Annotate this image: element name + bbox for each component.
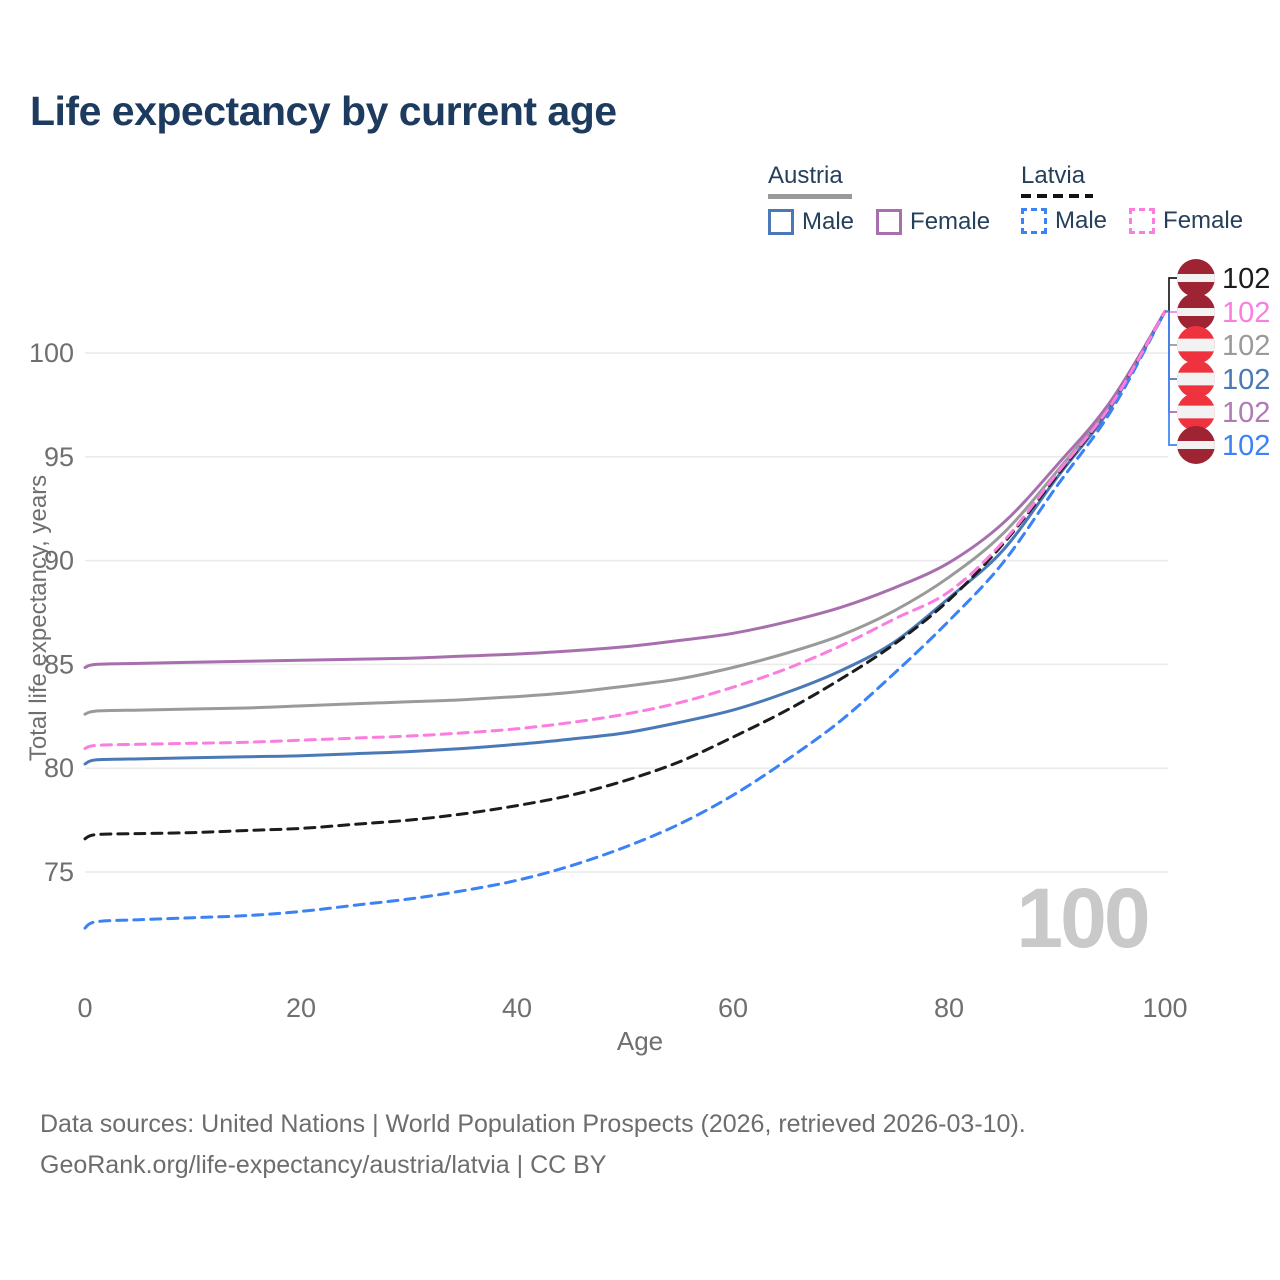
end-value-label-austria-female: 102: [1222, 397, 1270, 429]
y-tick-label: 75: [44, 857, 74, 887]
data-sources-line: Data sources: United Nations | World Pop…: [40, 1110, 1026, 1138]
page-title: Life expectancy by current age: [30, 88, 617, 134]
series-line-latvia-all[interactable]: [83, 310, 1167, 841]
x-tick-label: 80: [934, 993, 964, 1023]
flag-icon-austria: [1177, 326, 1215, 364]
end-value-label-latvia-female: 102: [1222, 297, 1270, 329]
legend-austria-items: Male Female: [768, 208, 1008, 236]
leader-line-austria-female: [1165, 310, 1177, 413]
legend-latvia-items: Male Female: [1021, 207, 1261, 235]
series-line-austria-female[interactable]: [83, 310, 1167, 669]
series-line-austria-all[interactable]: [83, 310, 1167, 716]
y-tick-label: 95: [44, 442, 74, 472]
flag-icon-austria: [1177, 393, 1215, 431]
x-tick-label: 60: [718, 993, 748, 1023]
legend-label-latvia-male: Male: [1055, 207, 1108, 234]
legend-item-austria-male[interactable]: Male: [768, 208, 854, 236]
legend-label-austria-male: Male: [802, 208, 855, 235]
legend-austria-line-sample: [768, 194, 852, 199]
legend-item-latvia-female[interactable]: Female: [1129, 207, 1243, 235]
watermark-age-label: 100: [1016, 871, 1147, 965]
legend-latvia-line-sample: [1021, 194, 1093, 198]
legend-austria-header[interactable]: Austria: [768, 162, 843, 189]
x-tick-label: 100: [1142, 993, 1187, 1023]
legend-item-latvia-male[interactable]: Male: [1021, 207, 1107, 235]
flag-icon-austria: [1177, 360, 1215, 398]
x-tick-label: 20: [286, 993, 316, 1023]
y-axis-title: Total life expectancy, years: [25, 475, 52, 761]
legend-label-austria-female: Female: [910, 208, 991, 235]
flag-icon-latvia: [1177, 293, 1215, 331]
source-footer: Data sources: United Nations | World Pop…: [40, 1104, 1026, 1186]
legend-group-austria: Austria Male Female: [768, 162, 1008, 236]
y-tick-label: 100: [29, 338, 74, 368]
series-line-latvia-male[interactable]: [83, 310, 1167, 930]
legend-latvia-header[interactable]: Latvia: [1021, 162, 1086, 189]
legend-label-latvia-female: Female: [1163, 207, 1244, 234]
legend-item-austria-female[interactable]: Female: [876, 208, 990, 236]
austria-female-swatch-icon: [876, 209, 903, 235]
leader-line-latvia-male: [1165, 310, 1177, 446]
leader-line-austria-all: [1165, 310, 1177, 346]
y-tick-label: 90: [44, 546, 74, 576]
y-tick-label: 80: [44, 753, 74, 783]
leader-line-latvia-all: [1165, 277, 1177, 313]
x-axis-title: Age: [617, 1026, 663, 1056]
latvia-male-swatch-icon: [1021, 208, 1047, 234]
attribution-line: GeoRank.org/life-expectancy/austria/latv…: [40, 1151, 607, 1179]
latvia-female-swatch-icon: [1129, 208, 1156, 234]
end-value-label-austria-all: 102: [1222, 330, 1270, 362]
flag-icon-latvia: [1177, 259, 1215, 297]
austria-male-swatch-icon: [768, 209, 794, 235]
end-value-label-latvia-male: 102: [1222, 430, 1270, 462]
x-tick-label: 0: [77, 993, 92, 1023]
end-value-label-latvia-all: 102: [1222, 263, 1270, 295]
end-value-label-austria-male: 102: [1222, 364, 1270, 396]
flag-icon-latvia: [1177, 426, 1215, 464]
x-tick-label: 40: [502, 993, 532, 1023]
series-line-latvia-female[interactable]: [83, 310, 1167, 750]
y-tick-label: 85: [44, 649, 74, 679]
series-line-austria-male[interactable]: [83, 310, 1167, 766]
legend-group-latvia: Latvia Male Female: [1021, 162, 1261, 235]
